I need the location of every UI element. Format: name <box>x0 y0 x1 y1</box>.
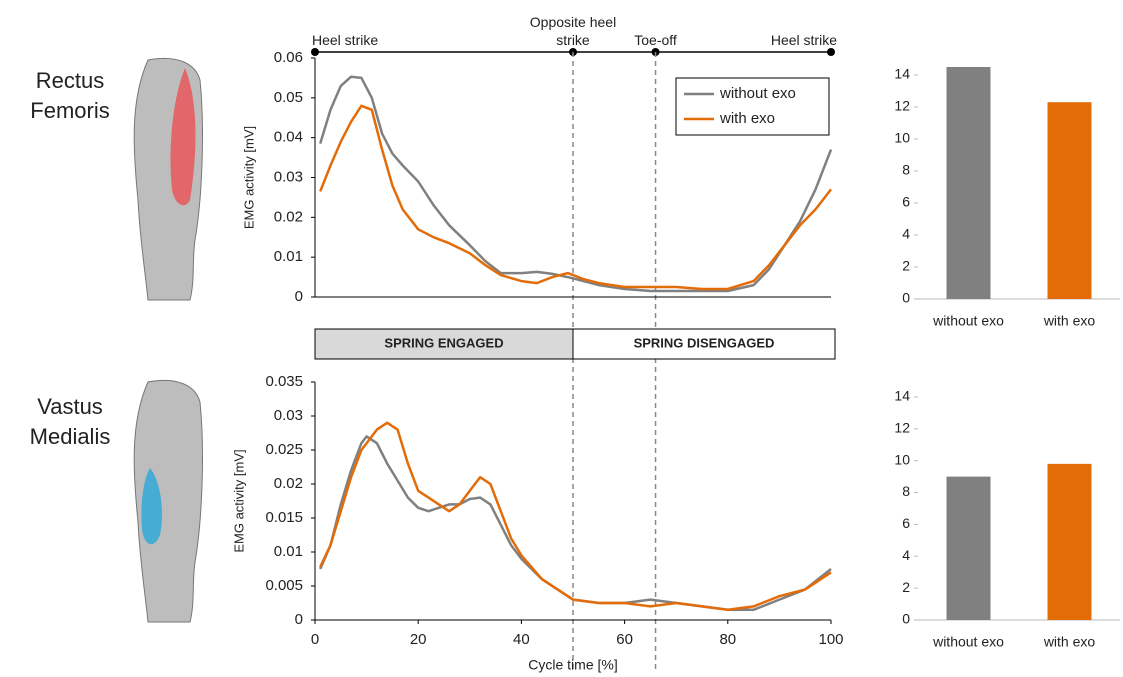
muscle-label: Rectus Femoris <box>30 68 110 123</box>
series-line <box>319 104 832 291</box>
series-line <box>319 421 832 612</box>
phase-label: SPRING DISENGAGED <box>634 335 775 350</box>
y-tick-label: 0.02 <box>274 475 303 492</box>
y-tick-label: 0 <box>295 288 303 305</box>
y-tick-label: 0 <box>902 611 910 627</box>
x-tick-label: 20 <box>410 631 427 648</box>
event-label: Opposite heel strike <box>529 14 617 48</box>
y-tick-label: 14 <box>894 66 910 82</box>
y-tick-label: 8 <box>902 162 910 178</box>
event-label: Heel strike <box>312 32 379 48</box>
x-tick-label: 100 <box>818 631 843 648</box>
series-line <box>319 435 832 612</box>
bar <box>946 67 991 299</box>
y-tick-label: 0.06 <box>274 49 303 66</box>
x-tick-label: 80 <box>719 631 736 648</box>
y-tick-label: 0.01 <box>274 248 303 265</box>
y-tick-label: 0.035 <box>265 373 303 390</box>
y-tick-label: 12 <box>894 98 910 114</box>
y-tick-label: 0.03 <box>274 168 303 185</box>
legend-label: with exo <box>719 110 775 127</box>
y-tick-label: 6 <box>902 194 910 210</box>
muscle-label: Vastus Medialis <box>29 394 111 449</box>
bar <box>946 476 991 620</box>
phase-box <box>572 328 836 360</box>
y-tick-label: 8 <box>902 483 910 499</box>
y-tick-label: 2 <box>902 258 910 274</box>
x-tick-label: 40 <box>513 631 530 648</box>
y-tick-label: 2 <box>902 579 910 595</box>
y-axis-label: EMG activity [mV] <box>241 126 256 229</box>
y-tick-label: 0 <box>295 611 303 628</box>
x-tick-label: without exo <box>932 313 1004 329</box>
y-tick-label: 0.005 <box>265 577 303 594</box>
x-tick-label: 60 <box>616 631 633 648</box>
event-label: Toe-off <box>634 32 677 48</box>
y-tick-label: 4 <box>902 547 910 563</box>
legend-label: without exo <box>719 85 796 102</box>
y-tick-label: 0.02 <box>274 208 303 225</box>
event-label: Heel strike <box>770 32 837 48</box>
y-tick-label: 10 <box>894 451 910 467</box>
y-tick-label: 4 <box>902 226 910 242</box>
y-tick-label: 0 <box>902 290 910 306</box>
y-axis-label: EMG activity [mV] <box>231 449 246 552</box>
y-tick-label: 10 <box>894 130 910 146</box>
series-line <box>319 75 833 293</box>
leg-illustration <box>133 379 203 623</box>
y-tick-label: 0.04 <box>274 129 303 146</box>
x-tick-label: without exo <box>932 634 1004 650</box>
y-tick-label: 6 <box>902 515 910 531</box>
event-marker <box>827 48 835 56</box>
x-tick-label: 0 <box>311 631 319 648</box>
y-tick-label: 0.015 <box>265 509 303 526</box>
legend-box <box>675 77 830 136</box>
y-tick-label: 0.01 <box>274 543 303 560</box>
x-axis-label: Cycle time [%] <box>528 657 617 673</box>
event-marker <box>311 48 319 56</box>
y-tick-label: 0.05 <box>274 89 303 106</box>
phase-box <box>314 328 574 360</box>
y-tick-label: 14 <box>894 388 910 404</box>
phase-label: SPRING ENGAGED <box>384 335 503 350</box>
bar <box>1047 102 1092 299</box>
y-tick-label: 0.03 <box>274 407 303 424</box>
y-tick-label: 0.025 <box>265 441 303 458</box>
bar <box>1047 463 1092 620</box>
x-tick-label: with exo <box>1043 313 1096 329</box>
x-tick-label: with exo <box>1043 634 1096 650</box>
y-tick-label: 12 <box>894 420 910 436</box>
leg-illustration <box>133 57 203 301</box>
